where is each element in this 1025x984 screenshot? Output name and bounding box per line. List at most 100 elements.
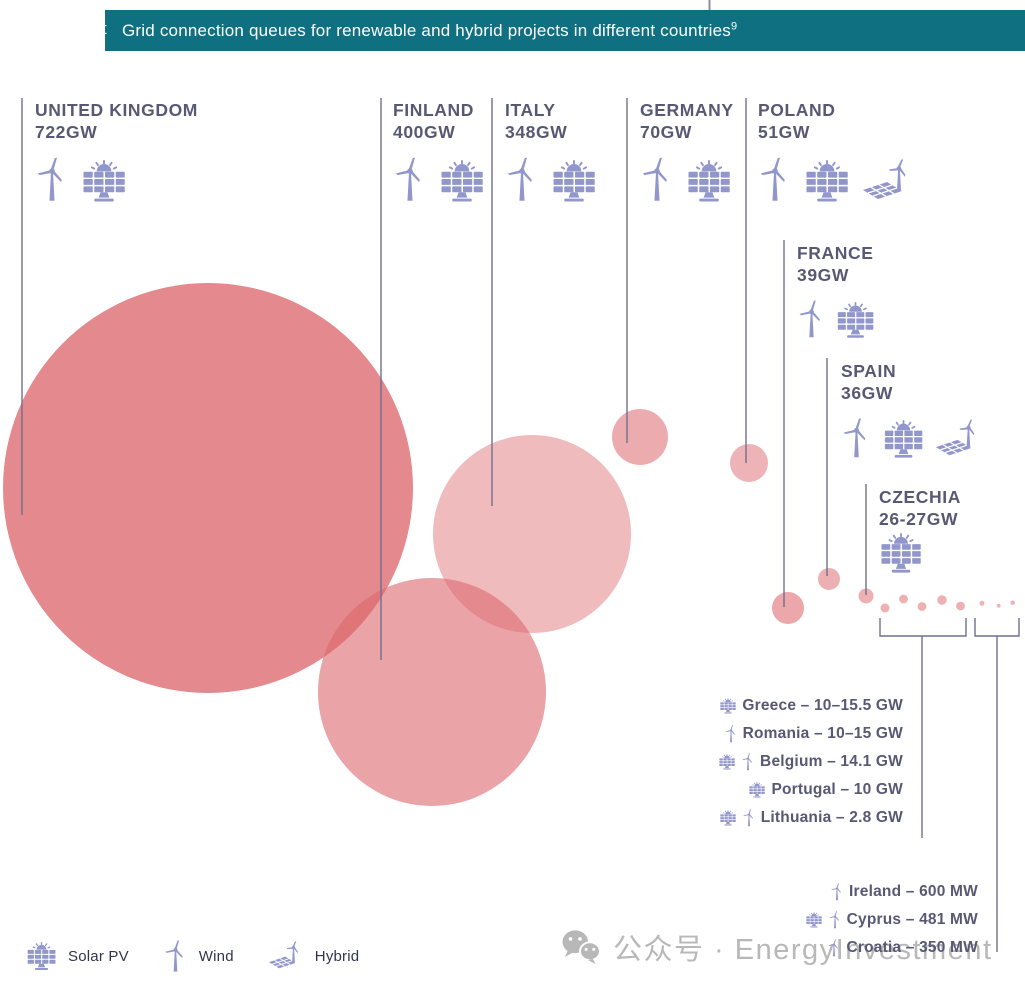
list-item-icons bbox=[719, 698, 742, 714]
connector-lines-layer bbox=[21, 0, 867, 660]
country-label-spain: SPAIN 36GW bbox=[841, 361, 982, 459]
solar-icon bbox=[880, 533, 922, 574]
country-name: CZECHIA bbox=[879, 487, 961, 507]
country-label-italy: ITALY 348GW bbox=[505, 100, 597, 203]
list-item-icons bbox=[830, 883, 849, 901]
bubble-lithuania bbox=[956, 601, 965, 611]
country-tech-icons bbox=[797, 300, 875, 339]
list-item-text: Cyprus – 481 MW bbox=[846, 911, 978, 928]
country-value: 722GW bbox=[35, 121, 98, 142]
bracket-group-1 bbox=[879, 618, 967, 838]
legend-label: Wind bbox=[198, 947, 234, 965]
solar-icon bbox=[440, 160, 484, 203]
legend-item-solar-pv: Solar PV bbox=[26, 941, 129, 971]
bubble-germany bbox=[612, 409, 668, 465]
list-item-text: Croatia – 350 MW bbox=[846, 939, 978, 956]
list-item-text: Belgium – 14.1 GW bbox=[760, 753, 903, 770]
country-label-united-kingdom: UNITED KINGDOM 722GW bbox=[35, 100, 198, 203]
wind-icon bbox=[37, 157, 62, 201]
list-item-text: Lithuania – 2.8 GW bbox=[760, 809, 903, 826]
chart-legend: Solar PV Wind Hybrid bbox=[26, 936, 393, 976]
solar-icon bbox=[836, 302, 875, 339]
country-value: 70GW bbox=[640, 121, 692, 142]
hybrid-icon bbox=[935, 419, 975, 456]
country-name: POLAND bbox=[758, 100, 836, 120]
wind-icon bbox=[725, 725, 735, 743]
list-item-icons bbox=[719, 809, 761, 827]
list-item-text: Greece – 10–15.5 GW bbox=[742, 697, 903, 714]
list-item-greece: Greece – 10–15.5 GW bbox=[718, 692, 903, 720]
bubble-greece bbox=[880, 603, 890, 613]
list-item-icons bbox=[718, 753, 760, 771]
country-name: UNITED KINGDOM bbox=[35, 100, 198, 120]
bubble-romania bbox=[899, 594, 908, 604]
bubble-croatia bbox=[1010, 600, 1015, 605]
solar-icon bbox=[805, 912, 822, 928]
solar-icon bbox=[552, 160, 596, 203]
country-value: 51GW bbox=[758, 121, 810, 142]
wind-icon bbox=[642, 157, 667, 201]
wind-icon bbox=[743, 809, 753, 827]
country-value: 26-27GW bbox=[879, 508, 959, 529]
bubble-finland bbox=[318, 578, 546, 806]
country-name: FRANCE bbox=[797, 243, 874, 263]
legend-label: Hybrid bbox=[314, 947, 360, 965]
country-name: GERMANY bbox=[640, 100, 734, 120]
country-name: ITALY bbox=[505, 100, 556, 120]
list-item-text: Ireland – 600 MW bbox=[849, 883, 978, 900]
hybrid-icon bbox=[862, 159, 907, 200]
wind-icon bbox=[742, 753, 752, 771]
header-bar: t Grid connection queues for renewable a… bbox=[105, 10, 1025, 51]
country-tech-icons bbox=[841, 418, 982, 459]
list-item-lithuania: Lithuania – 2.8 GW bbox=[718, 804, 903, 832]
solar-icon bbox=[719, 754, 736, 770]
bubble-france bbox=[772, 592, 804, 624]
bubble-poland bbox=[730, 444, 768, 482]
list-item-romania: Romania – 10–15 GW bbox=[718, 720, 903, 748]
bubble-ireland bbox=[979, 600, 985, 606]
country-tech-icons bbox=[879, 533, 961, 574]
solar-icon bbox=[749, 782, 766, 798]
footnote-reference: 9 bbox=[730, 19, 738, 32]
wind-icon bbox=[165, 939, 183, 972]
country-name: SPAIN bbox=[841, 361, 897, 381]
wind-icon bbox=[760, 157, 785, 201]
solar-icon bbox=[805, 160, 849, 203]
solar-icon bbox=[687, 160, 731, 203]
country-value: 348GW bbox=[505, 121, 568, 142]
list-item-cyprus: Cyprus – 481 MW bbox=[805, 906, 978, 934]
bubble-spain bbox=[818, 568, 840, 590]
solar-icon bbox=[720, 698, 737, 714]
solar-icon bbox=[26, 941, 57, 971]
country-value: 400GW bbox=[393, 121, 456, 142]
wechat-icon bbox=[561, 929, 600, 965]
country-tech-icons bbox=[505, 157, 597, 203]
wind-icon bbox=[828, 939, 839, 957]
watermark: 公众号 · EnergyInvestment bbox=[560, 926, 993, 968]
list-item-portugal: Portugal – 10 GW bbox=[718, 776, 903, 804]
watermark-text: 公众号 · EnergyInvestment bbox=[613, 934, 993, 966]
bubbles-layer bbox=[3, 283, 1015, 806]
wind-icon bbox=[831, 883, 841, 901]
wind-icon bbox=[799, 300, 820, 338]
figure-title: Grid connection queues for renewable and… bbox=[122, 19, 738, 40]
solar-icon bbox=[719, 810, 736, 826]
country-label-germany: GERMANY 70GW bbox=[640, 100, 734, 203]
bubble-cyprus bbox=[996, 603, 1001, 608]
list-item-ireland: Ireland – 600 MW bbox=[805, 878, 978, 906]
country-label-finland: FINLAND 400GW bbox=[393, 100, 485, 203]
wind-icon bbox=[843, 418, 866, 458]
hybrid-icon bbox=[268, 941, 299, 969]
country-label-france: FRANCE 39GW bbox=[797, 243, 875, 339]
wind-icon bbox=[829, 911, 839, 929]
bubble-united-kingdom bbox=[3, 283, 413, 693]
country-label-czechia: CZECHIA 26-27GW bbox=[879, 487, 961, 574]
legend-item-wind: Wind bbox=[163, 939, 234, 973]
list-item-icons bbox=[827, 939, 846, 957]
country-tech-icons bbox=[35, 157, 198, 203]
solar-icon bbox=[883, 420, 924, 459]
country-tech-icons bbox=[758, 157, 914, 203]
country-label-poland: POLAND 51GW bbox=[758, 100, 914, 203]
brackets-layer bbox=[879, 618, 1020, 952]
